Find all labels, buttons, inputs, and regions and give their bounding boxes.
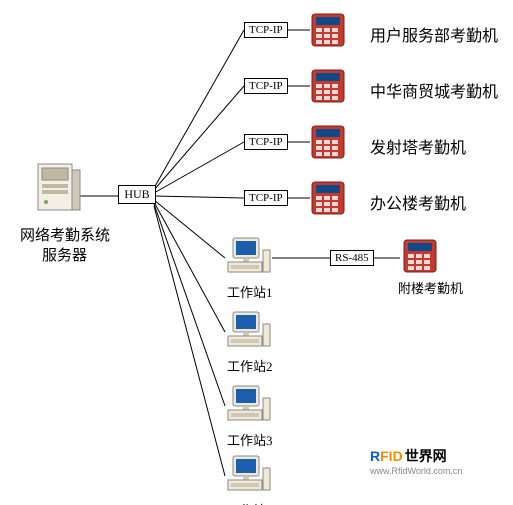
workstation-node-1 xyxy=(225,310,271,358)
workstation-icon xyxy=(225,384,271,428)
server-node xyxy=(28,160,88,222)
hub-label: HUB xyxy=(124,187,149,201)
server-label-2: 服务器 xyxy=(42,244,87,265)
device-label-1: 中华商贸城考勤机 xyxy=(370,78,498,102)
workstation-node-3 xyxy=(225,454,271,502)
workstation-icon xyxy=(225,310,271,354)
rfid-logo: RFID世界网 www.RfidWorld.com.cn xyxy=(370,446,462,476)
device-label-2: 发射塔考勤机 xyxy=(370,134,466,158)
logo-fid: FID xyxy=(380,448,403,464)
hub-node: HUB xyxy=(118,185,156,204)
workstation-icon xyxy=(225,454,271,498)
conn-label-3: TCP-IP xyxy=(244,190,288,206)
conn-label-4: RS-485 xyxy=(330,250,374,266)
logo-r: R xyxy=(370,448,380,464)
keypad-icon xyxy=(310,124,346,160)
workstation-label-3: 工作站n xyxy=(227,500,273,505)
logo-cn: 世界网 xyxy=(405,448,447,464)
conn-label-2: TCP-IP xyxy=(244,134,288,150)
workstation-icon xyxy=(225,236,271,280)
keypad-icon xyxy=(402,238,438,274)
attached-device-node xyxy=(402,238,438,278)
keypad-icon xyxy=(310,68,346,104)
device-label-3: 办公楼考勤机 xyxy=(370,190,466,214)
workstation-label-0: 工作站1 xyxy=(227,282,273,301)
device-node-0 xyxy=(310,12,346,52)
device-node-2 xyxy=(310,124,346,164)
device-label-0: 用户服务部考勤机 xyxy=(370,22,498,46)
device-node-3 xyxy=(310,180,346,220)
keypad-icon xyxy=(310,12,346,48)
workstation-label-1: 工作站2 xyxy=(227,356,273,375)
attached-device-label: 附楼考勤机 xyxy=(398,278,463,297)
server-label-1: 网络考勤系统 xyxy=(20,224,110,245)
server-icon xyxy=(32,160,84,218)
workstation-label-2: 工作站3 xyxy=(227,430,273,449)
conn-label-0: TCP-IP xyxy=(244,22,288,38)
workstation-node-0 xyxy=(225,236,271,284)
logo-url: www.RfidWorld.com.cn xyxy=(370,466,462,476)
conn-label-1: TCP-IP xyxy=(244,78,288,94)
workstation-node-2 xyxy=(225,384,271,432)
device-node-1 xyxy=(310,68,346,108)
keypad-icon xyxy=(310,180,346,216)
